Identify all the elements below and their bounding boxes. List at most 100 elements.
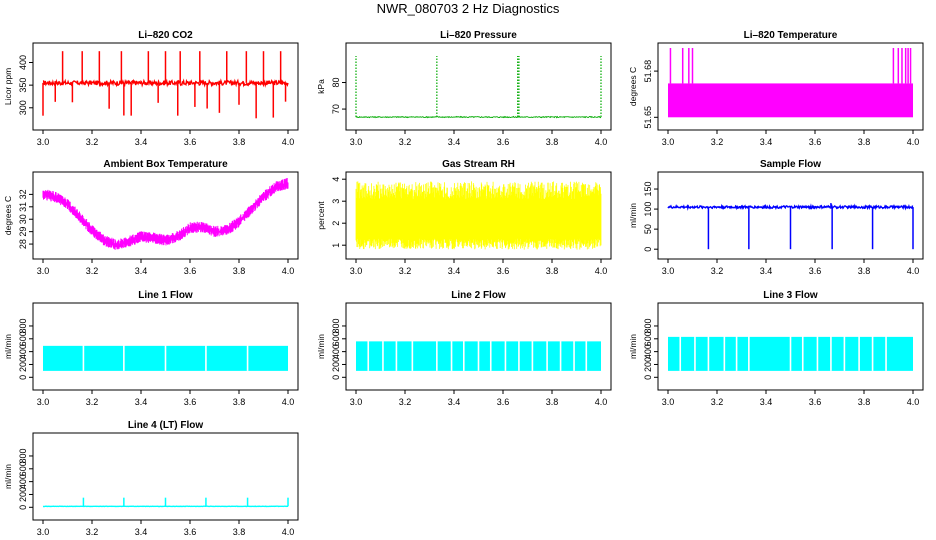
x-tick-label: 3.8 — [233, 137, 246, 147]
x-tick-label: 3.2 — [86, 527, 99, 537]
y-tick-label: 400 — [18, 344, 28, 359]
y-tick-label: 800 — [18, 318, 28, 333]
x-tick-label: 3.0 — [662, 266, 675, 276]
y-tick-label: 200 — [643, 357, 653, 372]
y-tick-label: 0 — [643, 247, 653, 252]
y-tick-label: 350 — [18, 78, 28, 93]
x-tick-label: 3.0 — [37, 266, 50, 276]
x-tick-label: 3.8 — [858, 137, 871, 147]
y-tick-label: 51.68 — [643, 60, 653, 83]
y-tick-label: 30 — [18, 214, 28, 224]
y-tick-label: 50 — [643, 224, 653, 234]
y-tick-label: 0 — [18, 505, 28, 510]
x-tick-label: 3.8 — [546, 137, 559, 147]
y-tick-label: 800 — [331, 318, 341, 333]
y-tick-label: 29 — [18, 227, 28, 237]
y-tick-label: 4 — [331, 177, 341, 182]
x-tick-label: 3.6 — [497, 266, 510, 276]
y-tick-label: 150 — [643, 182, 653, 197]
plot-frame — [32, 432, 299, 521]
x-tick-label: 3.8 — [546, 397, 559, 407]
chart-title: Line 2 Flow — [451, 290, 506, 301]
y-axis-label: percent — [316, 201, 326, 230]
x-tick-label: 3.2 — [711, 397, 724, 407]
data-series — [42, 51, 289, 119]
x-tick-label: 3.2 — [711, 137, 724, 147]
chart-title: Li–820 Temperature — [744, 30, 838, 41]
y-tick-label: 1 — [331, 243, 341, 248]
x-tick-label: 4.0 — [595, 266, 608, 276]
x-tick-label: 4.0 — [907, 397, 920, 407]
data-series — [42, 497, 289, 508]
x-tick-label: 3.4 — [448, 137, 461, 147]
x-tick-label: 3.6 — [809, 397, 822, 407]
data-series — [668, 48, 913, 118]
y-axis-label: kPa — [316, 79, 326, 94]
x-tick-label: 3.4 — [135, 397, 148, 407]
y-tick-label: 200 — [331, 357, 341, 372]
x-tick-label: 3.0 — [37, 397, 50, 407]
chart-panel-8: Line 2 Flow ml/min 3.0 3.2 3.4 3.6 3.8 4.0 0 2004… — [316, 290, 612, 407]
x-tick-label: 3.2 — [399, 397, 412, 407]
y-axis-label: ml/min — [3, 464, 13, 489]
y-axis-label: Licor ppm — [3, 68, 13, 105]
x-tick-label: 4.0 — [282, 527, 295, 537]
y-axis-label: degrees C — [628, 67, 638, 106]
y-tick-label: 0 — [643, 375, 653, 380]
x-tick-label: 3.0 — [350, 137, 363, 147]
chart-panel-2: Li–820 Pressure kPa 3.0 3.2 3.4 3.6 3.8 4.0 70 80 — [316, 30, 612, 147]
chart-title: Li–820 CO2 — [138, 30, 193, 41]
chart-panel-9: Line 3 Flow ml/min 3.0 3.2 3.4 3.6 3.8 4.0 0 2004… — [628, 290, 924, 407]
y-tick-label: 3 — [331, 199, 341, 204]
x-tick-label: 3.8 — [546, 266, 559, 276]
data-series — [356, 340, 601, 371]
x-tick-label: 3.6 — [809, 266, 822, 276]
x-tick-label: 3.6 — [184, 137, 197, 147]
plot-frame — [345, 302, 612, 391]
data-line — [42, 78, 289, 88]
data-series — [355, 55, 602, 119]
y-tick-label: 0 — [331, 375, 341, 380]
y-tick-label: 200 — [18, 357, 28, 372]
x-tick-label: 3.4 — [135, 137, 148, 147]
x-tick-label: 3.8 — [233, 397, 246, 407]
x-tick-label: 3.6 — [184, 527, 197, 537]
chart-title: Li–820 Pressure — [440, 30, 517, 41]
y-axis-label: ml/min — [628, 203, 638, 228]
y-tick-label: 600 — [643, 331, 653, 346]
plot-frame — [32, 171, 299, 260]
x-tick-label: 3.4 — [135, 266, 148, 276]
x-tick-label: 3.6 — [497, 397, 510, 407]
plot-frame — [657, 171, 924, 260]
y-tick-label: 600 — [18, 331, 28, 346]
chart-title: Line 4 (LT) Flow — [128, 420, 204, 431]
data-series — [667, 203, 914, 250]
plot-frame — [657, 42, 924, 131]
y-axis-label: ml/min — [316, 334, 326, 359]
page-title: NWR_080703 2 Hz Diagnostics — [376, 1, 560, 16]
x-tick-label: 3.6 — [497, 137, 510, 147]
y-tick-label: 31 — [18, 202, 28, 212]
chart-title: Line 1 Flow — [138, 290, 193, 301]
chart-panel-6: Sample Flow ml/min 3.0 3.2 3.4 3.6 3.8 4.0 0 50 10… — [628, 159, 924, 276]
x-tick-label: 3.4 — [760, 266, 773, 276]
y-axis-label: ml/min — [628, 334, 638, 359]
x-tick-label: 3.8 — [233, 527, 246, 537]
chart-panel-3: Li–820 Temperature degrees C 3.0 3.2 3.4 3.6 3… — [628, 30, 924, 147]
x-tick-label: 3.0 — [662, 137, 675, 147]
chart-title: Gas Stream RH — [442, 159, 515, 170]
chart-title: Sample Flow — [760, 159, 821, 170]
y-tick-label: 800 — [18, 448, 28, 463]
x-tick-label: 3.6 — [809, 137, 822, 147]
y-tick-label: 400 — [331, 344, 341, 359]
x-tick-label: 3.2 — [86, 397, 99, 407]
chart-title: Line 3 Flow — [763, 290, 818, 301]
y-tick-label: 600 — [18, 461, 28, 476]
x-tick-label: 3.0 — [350, 266, 363, 276]
x-tick-label: 3.8 — [858, 397, 871, 407]
y-tick-label: 800 — [643, 318, 653, 333]
plot-frame — [345, 42, 612, 131]
chart-panel-4: Ambient Box Temperature degrees C 3.0 3.2 3.… — [3, 159, 299, 276]
x-tick-label: 3.8 — [858, 266, 871, 276]
